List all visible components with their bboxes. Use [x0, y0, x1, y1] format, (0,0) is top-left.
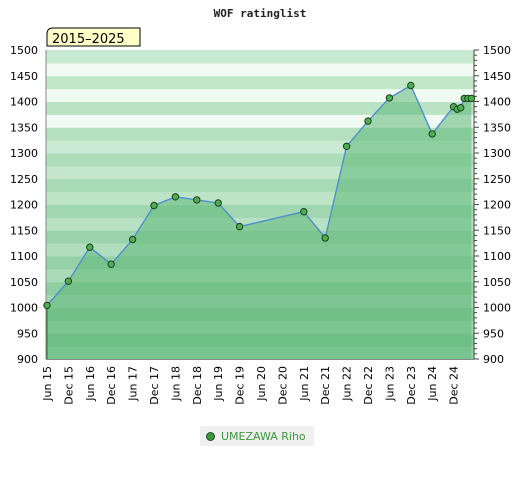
x-tick-label: Jun 16 — [84, 366, 97, 402]
data-point — [150, 201, 158, 210]
data-point — [128, 235, 137, 244]
data-point — [214, 199, 222, 207]
data-point — [107, 260, 115, 268]
y-tick-label-right: 950 — [483, 327, 504, 340]
data-point — [467, 94, 476, 103]
y-tick-label-right: 1000 — [483, 302, 511, 315]
data-point — [235, 222, 244, 231]
x-tick-label: Dec 19 — [234, 366, 247, 405]
y-tick-label-left: 1500 — [10, 44, 38, 57]
grid-band — [46, 101, 474, 115]
chart-legend: UMEZAWA Riho — [200, 426, 314, 446]
period-badge-text: 2015–2025 — [52, 32, 125, 47]
y-tick-label-left: 900 — [17, 353, 38, 366]
data-point — [385, 94, 394, 102]
y-tick-label-right: 1250 — [483, 173, 511, 186]
grid-band — [46, 50, 474, 64]
data-point — [457, 104, 465, 112]
x-tick-label: Dec 22 — [362, 366, 375, 405]
y-tick-label-right: 1300 — [483, 147, 511, 160]
y-tick-label-left: 1100 — [10, 250, 38, 263]
y-tick-label-left: 1150 — [10, 224, 38, 237]
x-tick-label: Jun 18 — [169, 366, 182, 402]
x-axis: Jun 15 Dec 15 Jun 16 Dec 16 Jun 17 Dec 17 Jun … — [41, 359, 474, 405]
y-tick-label-left: 1400 — [10, 96, 38, 109]
x-tick-label: Jun 20 — [255, 366, 268, 402]
y-tick-label-right: 1150 — [483, 224, 511, 237]
y-axis-right: 900 950 1000 1050 1100 1150 1200 1250 1300 1350 14… — [473, 44, 511, 366]
y-tick-label-left: 1050 — [10, 276, 38, 289]
x-tick-label: Dec 16 — [105, 366, 118, 405]
x-tick-label: Jun 21 — [298, 366, 311, 402]
data-point — [407, 81, 415, 90]
y-tick-label-left: 1200 — [10, 199, 38, 212]
x-tick-label: Dec 23 — [405, 366, 418, 405]
x-tick-label: Dec 24 — [448, 366, 461, 405]
data-point — [193, 196, 201, 204]
data-point — [86, 243, 94, 251]
data-point — [342, 142, 351, 151]
data-point — [171, 193, 180, 201]
x-tick-label: Dec 17 — [148, 366, 161, 405]
x-tick-label: Jun 23 — [383, 366, 396, 402]
y-tick-label-right: 1400 — [483, 96, 511, 109]
y-tick-label-right: 900 — [483, 353, 504, 366]
y-tick-label-left: 1000 — [10, 302, 38, 315]
y-tick-label-right: 1200 — [483, 199, 511, 212]
y-tick-label-right: 1100 — [483, 250, 511, 263]
y-tick-label-left: 1250 — [10, 173, 38, 186]
x-tick-label: Jun 19 — [212, 366, 225, 402]
period-badge: 2015–2025 — [46, 27, 141, 47]
x-tick-label: Jun 24 — [426, 366, 439, 402]
data-point — [64, 277, 73, 285]
x-tick-label: Jun 15 — [41, 366, 54, 402]
data-point — [321, 234, 329, 242]
x-tick-label: Dec 20 — [276, 366, 289, 405]
chart-title: WOF ratinglist — [214, 7, 307, 20]
legend-marker-icon — [206, 431, 215, 441]
data-markers — [43, 81, 476, 310]
x-tick-label: Jun 17 — [127, 366, 140, 402]
y-tick-label-left: 1300 — [10, 147, 38, 160]
x-tick-label: Jun 22 — [341, 366, 354, 402]
grid-band — [46, 62, 474, 77]
x-tick-label: Dec 18 — [191, 366, 204, 405]
y-tick-label-left: 1350 — [10, 121, 38, 134]
grid-band — [46, 75, 474, 90]
y-tick-label-right: 1350 — [483, 121, 511, 134]
y-axis-left: 900 950 1000 1050 1100 1150 1200 1250 1300 1350 14… — [10, 44, 47, 366]
data-point — [428, 130, 436, 138]
period-badge-box — [46, 27, 141, 47]
y-tick-label-left: 1450 — [10, 70, 38, 83]
legend-label: UMEZAWA Riho — [221, 429, 306, 443]
data-point — [364, 117, 372, 125]
y-tick-label-left: 950 — [17, 327, 38, 340]
y-tick-label-right: 1450 — [483, 70, 511, 83]
grid-band — [46, 88, 474, 102]
y-tick-label-right: 1500 — [483, 44, 511, 57]
data-point — [43, 301, 51, 310]
x-tick-label: Dec 21 — [319, 366, 332, 405]
x-tick-label: Dec 15 — [62, 366, 75, 405]
y-tick-label-right: 1050 — [483, 276, 511, 289]
data-point — [300, 208, 308, 216]
